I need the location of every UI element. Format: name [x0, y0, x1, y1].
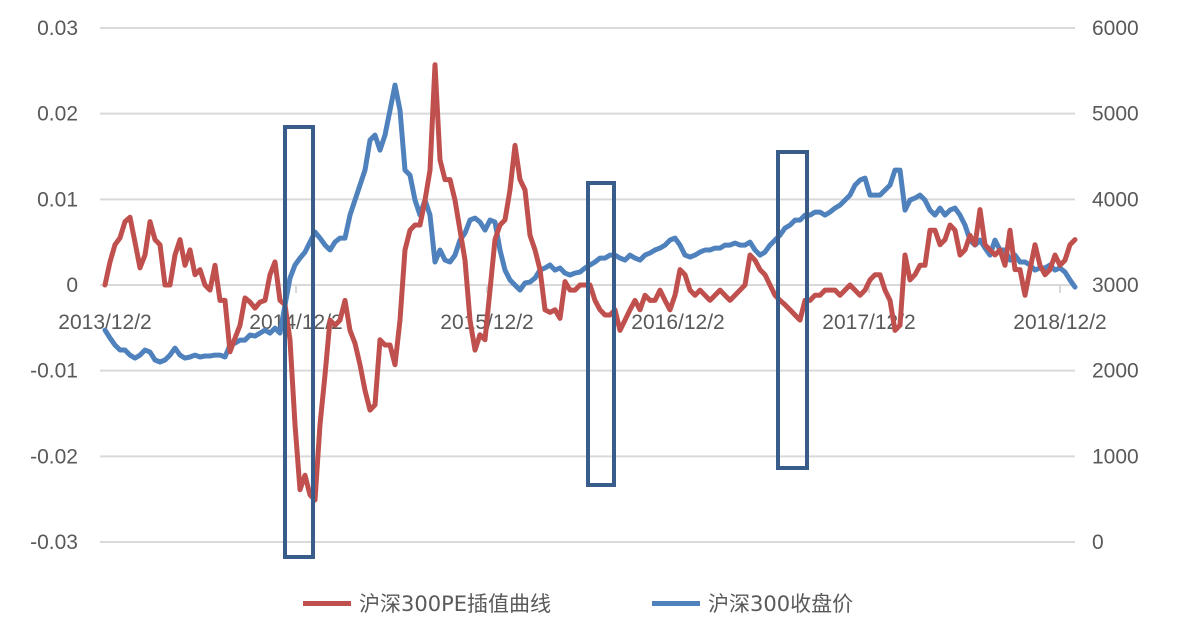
y-axis-right: 6000 5000 4000 3000 2000 1000 0: [1092, 17, 1139, 554]
legend-item-close: 沪深300收盘价: [652, 588, 853, 618]
legend-label-pe: 沪深300PE插值曲线: [359, 592, 552, 616]
y-right-tick-label: 6000: [1092, 17, 1139, 40]
annotation-box-1: [283, 125, 315, 559]
y-axis-left: 0.03 0.02 0.01 0 -0.01 -0.02 -0.03: [30, 17, 78, 554]
y-left-tick-label: -0.03: [30, 531, 78, 554]
y-left-tick-label: -0.02: [30, 445, 78, 468]
y-right-tick-label: 2000: [1092, 360, 1139, 383]
legend-swatch-pe: [303, 600, 351, 606]
legend-item-pe: 沪深300PE插值曲线: [303, 588, 551, 618]
y-left-tick-label: 0: [66, 274, 78, 297]
y-left-tick-label: 0.02: [37, 103, 78, 126]
x-axis: 2013/12/2 2014/12/2 2015/12/2 2016/12/2 2017…: [58, 285, 1107, 334]
y-left-tick-label: 0.01: [37, 188, 78, 211]
x-tick-label: 2016/12/2: [631, 311, 724, 334]
annotation-boxes: [283, 125, 809, 559]
x-tick-label: 2013/12/2: [58, 311, 151, 334]
annotation-box-2: [586, 181, 616, 487]
y-right-tick-label: 3000: [1092, 274, 1139, 297]
y-right-tick-label: 4000: [1092, 188, 1139, 211]
y-left-tick-label: 0.03: [37, 17, 78, 40]
legend-swatch-close: [652, 600, 700, 606]
annotation-box-3: [776, 150, 809, 470]
y-right-tick-label: 5000: [1092, 103, 1139, 126]
y-left-tick-label: -0.01: [30, 360, 78, 383]
legend-label-close: 沪深300收盘价: [708, 592, 854, 616]
y-right-tick-label: 1000: [1092, 445, 1139, 468]
y-right-tick-label: 0: [1092, 531, 1104, 554]
x-tick-label: 2018/12/2: [1013, 311, 1106, 334]
